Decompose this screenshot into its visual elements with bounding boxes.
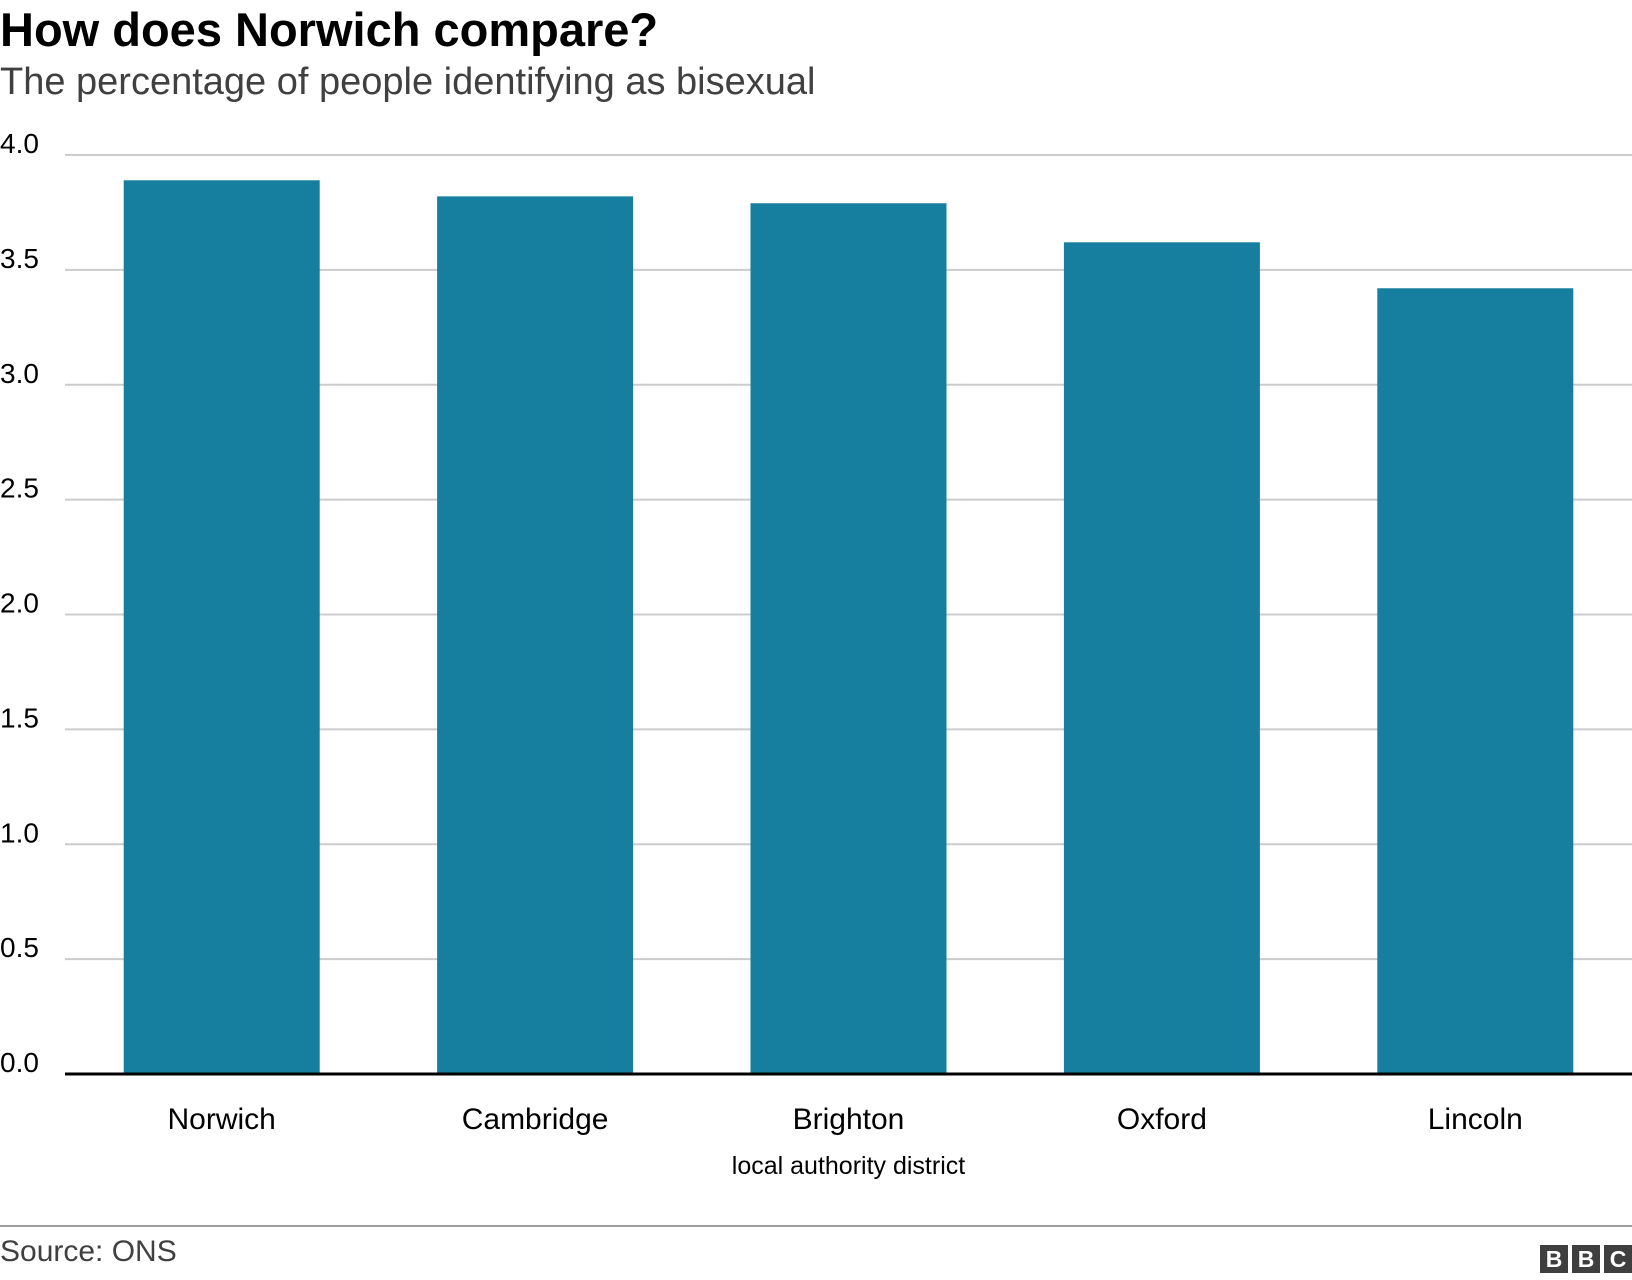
bar-cambridge [437,196,634,1075]
source-note: Source: ONS [0,1235,177,1268]
chart-subtitle: The percentage of people identifying as … [0,61,816,103]
logo-letter-2: B [1572,1245,1600,1273]
x-tick-label: Cambridge [462,1103,609,1136]
bar-chart: 0.0 0.5 1.0 1.5 2.0 2.5 3.0 3.5 4.0 Norwich Cambr… [0,128,1632,1180]
x-axis-ticks: Norwich Cambridge Brighton Oxford Lincoln [168,1103,1523,1136]
bars [123,180,1574,1075]
logo-letter-3: C [1604,1245,1632,1273]
y-tick-label: 3.5 [0,243,39,274]
footer-divider [0,1225,1632,1227]
bar-oxford [1063,242,1260,1074]
y-tick-label: 0.0 [0,1047,39,1078]
y-tick-label: 1.5 [0,702,39,733]
x-tick-label: Norwich [168,1103,276,1136]
y-axis-ticks: 0.0 0.5 1.0 1.5 2.0 2.5 3.0 3.5 4.0 [0,128,39,1078]
y-tick-label: 0.5 [0,932,39,963]
bar-norwich [123,180,320,1074]
logo-letter-1: B [1540,1245,1568,1273]
x-tick-label: Brighton [793,1103,905,1136]
bar-lincoln [1377,288,1574,1074]
y-tick-label: 3.0 [0,358,39,389]
x-tick-label: Oxford [1117,1103,1207,1136]
x-axis-label: local authority district [732,1152,965,1180]
y-tick-label: 1.0 [0,817,39,848]
bbc-logo: B B C [1540,1245,1632,1273]
bar-brighton [750,203,947,1074]
y-tick-label: 2.5 [0,473,39,504]
chart-title: How does Norwich compare? [0,3,659,56]
y-tick-label: 4.0 [0,128,39,159]
x-tick-label: Lincoln [1428,1103,1523,1136]
y-tick-label: 2.0 [0,588,39,619]
